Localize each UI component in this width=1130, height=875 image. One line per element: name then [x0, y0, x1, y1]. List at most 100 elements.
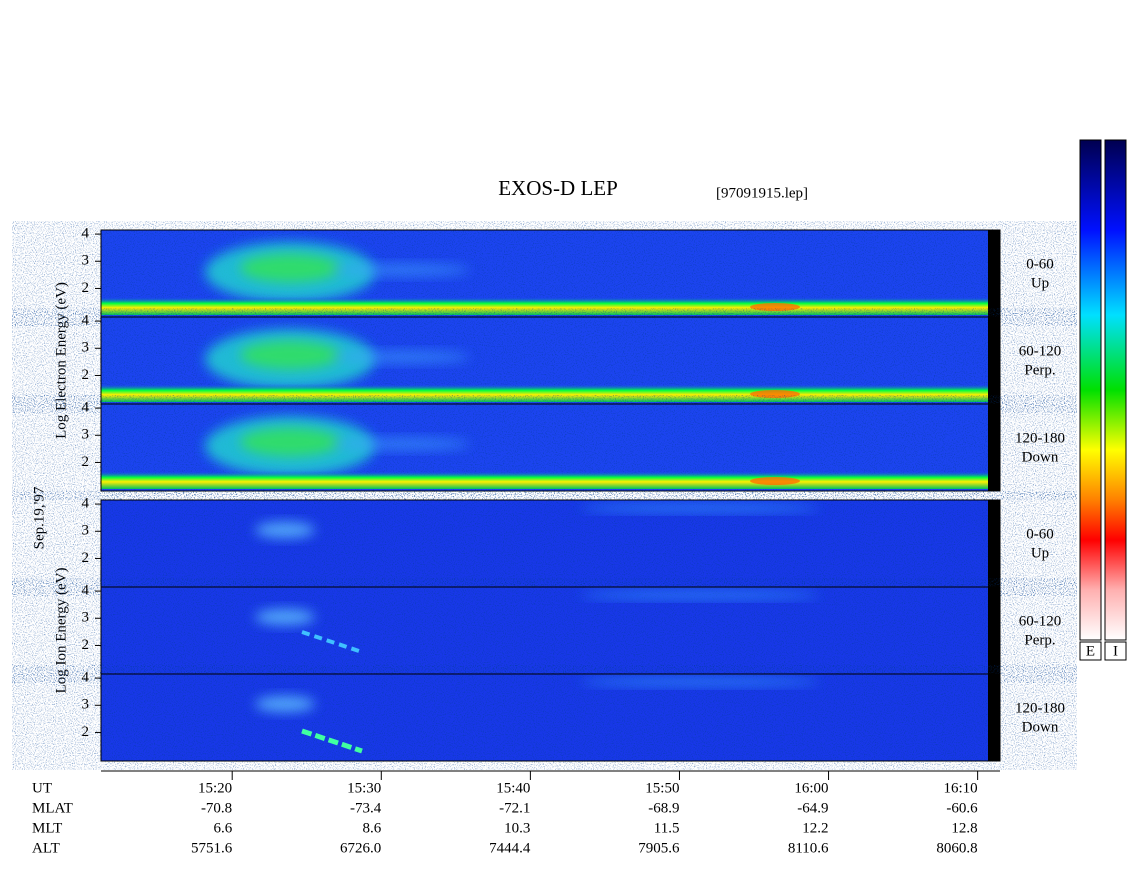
spectrogram-feature	[750, 390, 800, 398]
ephemeris-value: 7444.4	[489, 840, 531, 856]
direction-label: Up	[1031, 545, 1049, 561]
direction-label: Down	[1022, 719, 1059, 735]
spectrogram-noise	[101, 587, 988, 674]
panel-frame	[100, 403, 1001, 492]
ephemeris-value: 12.2	[802, 820, 828, 836]
x-tick-label: 16:00	[794, 780, 828, 796]
direction-label: Down	[1022, 449, 1059, 465]
y-tick-label: 3	[82, 523, 90, 539]
data-gap	[988, 317, 1000, 404]
y-tick-label: 3	[82, 610, 90, 626]
ephemeris-value: 10.3	[504, 820, 530, 836]
row-label: MLT	[32, 820, 62, 836]
ephemeris-value: 12.8	[951, 820, 977, 836]
spectrogram-feature	[240, 428, 340, 456]
direction-label: Perp.	[1024, 632, 1055, 648]
chart-title: EXOS-D LEP	[498, 176, 618, 200]
pitch-angle-label: 60-120	[1019, 343, 1062, 359]
spectrogram-feature	[750, 303, 800, 311]
spectrogram-feature	[240, 341, 340, 369]
spectrogram-noise	[101, 674, 988, 761]
colorbar	[1079, 139, 1102, 641]
spectrogram-feature	[580, 591, 820, 599]
y-axis-label: Log Electron Energy (eV)	[53, 282, 69, 439]
ephemeris-value: -64.9	[797, 800, 828, 816]
data-gap	[988, 500, 1000, 587]
x-tick-label: 15:20	[198, 780, 232, 796]
ephemeris-value: 7905.6	[638, 840, 680, 856]
colorbar-label: E	[1086, 643, 1095, 659]
colorbar-label: I	[1113, 643, 1118, 659]
y-tick-label: 2	[82, 280, 90, 296]
y-tick-label: 4	[82, 226, 90, 242]
ephemeris-value: 8.6	[363, 820, 382, 836]
file-name: [97091915.lep]	[716, 185, 808, 201]
spectrogram-feature	[240, 254, 340, 282]
direction-label: Up	[1031, 275, 1049, 291]
spectrogram-feature	[580, 504, 820, 512]
data-gap	[988, 674, 1000, 761]
y-tick-label: 3	[82, 427, 90, 443]
pitch-angle-label: 0-60	[1026, 256, 1054, 272]
spectrogram-feature	[330, 264, 470, 276]
ephemeris-value: -73.4	[350, 800, 382, 816]
row-label: ALT	[32, 840, 60, 856]
pitch-angle-label: 60-120	[1019, 613, 1062, 629]
y-tick-label: 4	[82, 583, 90, 599]
y-tick-label: 3	[82, 253, 90, 269]
pitch-angle-label: 120-180	[1015, 430, 1065, 446]
ephemeris-value: -70.8	[201, 800, 232, 816]
spectrogram-band	[101, 471, 988, 489]
y-axis-label: Log Ion Energy (eV)	[53, 568, 69, 694]
spectrogram-feature	[580, 678, 820, 686]
y-tick-label: 2	[82, 637, 90, 653]
ephemeris-value: 5751.6	[191, 840, 233, 856]
y-tick-label: 3	[82, 697, 90, 713]
y-tick-label: 2	[82, 724, 90, 740]
y-tick-label: 2	[82, 550, 90, 566]
spectrogram-feature	[330, 438, 470, 450]
ephemeris-value: 8060.8	[936, 840, 977, 856]
ephemeris-value: 8110.6	[788, 840, 829, 856]
y-tick-label: 4	[82, 496, 90, 512]
row-label: MLAT	[32, 800, 73, 816]
x-tick-label: 16:10	[943, 780, 977, 796]
y-tick-label: 4	[82, 400, 90, 416]
y-tick-label: 4	[82, 670, 90, 686]
spectrogram-band	[101, 384, 988, 402]
spectrogram-band	[101, 297, 988, 315]
spectrogram-feature	[255, 609, 315, 625]
spectrogram-feature	[255, 522, 315, 538]
spectrogram-feature	[255, 696, 315, 712]
data-gap	[988, 404, 1000, 491]
ephemeris-value: 6.6	[213, 820, 232, 836]
ephemeris-value: -72.1	[499, 800, 530, 816]
spectrogram-feature	[330, 351, 470, 363]
y-tick-label: 2	[82, 454, 90, 470]
spectrogram-feature	[750, 477, 800, 485]
y-tick-label: 3	[82, 340, 90, 356]
spectrogram-feature	[301, 728, 363, 754]
ephemeris-value: -60.6	[946, 800, 978, 816]
ephemeris-value: 6726.0	[340, 840, 381, 856]
panel-frame	[100, 673, 1001, 762]
data-gap	[988, 230, 1000, 317]
x-tick-label: 15:40	[496, 780, 530, 796]
ephemeris-value: 11.5	[654, 820, 680, 836]
ephemeris-value: -68.9	[648, 800, 679, 816]
spectrogram-noise	[101, 500, 988, 587]
colorbar	[1104, 139, 1127, 641]
direction-label: Perp.	[1024, 362, 1055, 378]
colorbar-label-box	[1104, 641, 1127, 661]
colorbar-label-box	[1079, 641, 1102, 661]
data-gap	[988, 587, 1000, 674]
y-tick-label: 2	[82, 367, 90, 383]
x-tick-label: 15:30	[347, 780, 381, 796]
date-label: Sep.19,'97	[31, 486, 47, 549]
pitch-angle-label: 120-180	[1015, 700, 1065, 716]
x-tick-label: 15:50	[645, 780, 679, 796]
row-label: UT	[32, 780, 52, 796]
y-tick-label: 4	[82, 313, 90, 329]
